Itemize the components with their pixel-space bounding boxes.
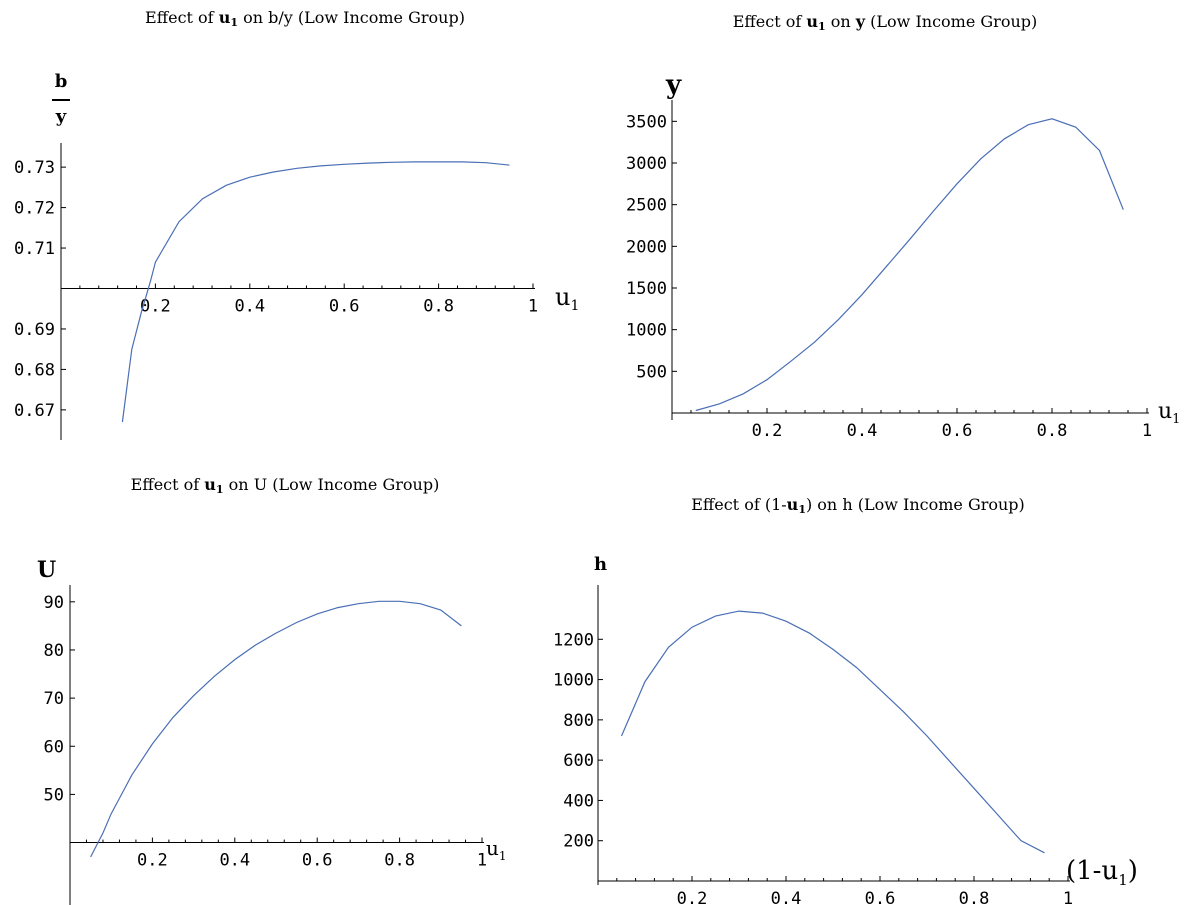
x-tick-label: 0.8 [423,297,454,317]
y-tick-label: 1500 [626,279,667,299]
x-axis-label: u1 [555,283,579,314]
data-series-line [90,600,462,858]
x-tick-label: 0.8 [1037,421,1068,441]
y-tick-label: 70 [44,689,64,709]
y-tick-label: 1000 [553,671,594,691]
data-series-line [620,610,1045,854]
x-tick-label: 0.6 [329,297,360,317]
y-tick-label: 0.69 [14,320,55,340]
y-tick-label: 800 [563,711,594,731]
y-tick-label: 60 [44,737,64,757]
y-tick-label: 0.73 [14,158,55,178]
x-tick-label: 0.8 [959,889,990,905]
chart-panel-3: Effect of u1 on U (Low Income Group) 0.2 0… [37,475,507,905]
x-tick-label: 1 [477,851,487,871]
x-tick-label: 0.2 [137,851,168,871]
y-tick-label: 2500 [626,196,667,216]
y-tick-label: 400 [563,791,594,811]
x-tick-label: 0.4 [219,851,250,871]
x-tick-label: 1 [528,297,538,317]
y-tick-label: 0.68 [14,360,55,380]
chart-title: Effect of u1 on U (Low Income Group) [131,475,440,496]
y-tick-label: 2000 [626,237,667,257]
chart-title: Effect of u1 on y (Low Income Group) [733,12,1038,33]
y-tick-label: 90 [44,593,64,613]
x-axis-label: u1 [1158,399,1180,427]
x-axis-label: (1-u1) [1066,856,1138,889]
chart-panel-1: Effect of u1 on b/y (Low Income Group) 0.… [14,8,579,440]
y-tick-label: 3500 [626,112,667,132]
data-series-line [695,118,1124,412]
y-tick-label: 80 [44,641,64,661]
x-tick-label: 0.2 [677,889,708,905]
y-axis-label-denominator: y [55,106,67,127]
y-tick-label: 0.72 [14,199,55,219]
x-tick-label: 0.6 [865,889,896,905]
x-tick-label: 0.4 [771,889,802,905]
y-tick-label: 200 [563,832,594,852]
chart-panel-4: Effect of (1-u1) on h (Low Income Group)… [553,495,1138,905]
y-axis-label: U [37,557,56,583]
x-tick-label: 0.2 [752,421,783,441]
x-tick-label: 0.8 [384,851,415,871]
y-axis-label: h [594,554,607,575]
chart-panel-2: Effect of u1 on y (Low Income Group) 0.2 0… [626,12,1180,441]
y-axis-label-numerator: b [55,71,68,92]
x-tick-label: 0.4 [234,297,265,317]
x-tick-label: 0.2 [140,297,171,317]
x-tick-label: 0.6 [302,851,333,871]
x-tick-label: 0.4 [847,421,878,441]
y-tick-label: 1200 [553,630,594,650]
x-tick-label: 1 [1142,421,1152,441]
y-tick-label: 3000 [626,154,667,174]
y-tick-label: 1000 [626,321,667,341]
x-tick-label: 0.6 [942,421,973,441]
y-tick-label: 0.71 [14,239,55,259]
y-tick-label: 0.67 [14,401,55,421]
y-tick-label: 500 [636,362,667,382]
y-tick-label: 600 [563,751,594,771]
data-series-line [121,161,510,423]
y-axis-label: y [665,70,682,100]
chart-title: Effect of (1-u1) on h (Low Income Group) [691,495,1025,516]
chart-title: Effect of u1 on b/y (Low Income Group) [145,8,465,29]
x-tick-label: 1 [1063,889,1073,905]
y-tick-label: 50 [44,785,64,805]
x-axis-label: u1 [486,836,507,863]
